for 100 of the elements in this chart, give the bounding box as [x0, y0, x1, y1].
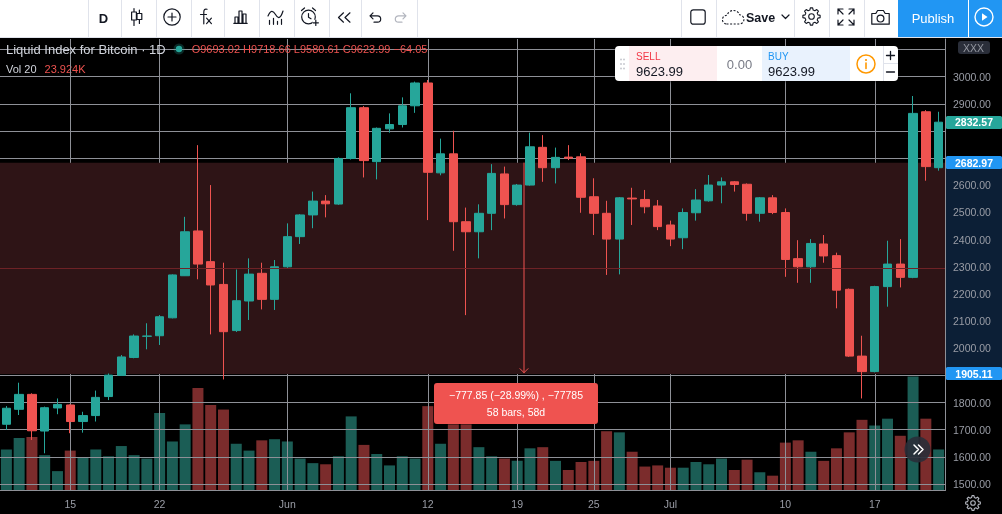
- candlestick: [104, 372, 113, 401]
- bar: [13, 438, 25, 491]
- bar: [371, 454, 383, 491]
- candlestick: [730, 180, 739, 193]
- candlestick: [372, 127, 381, 180]
- candlestick: [883, 240, 892, 308]
- y-tick-label: 1500.00: [953, 477, 992, 490]
- candlestick: [691, 188, 701, 222]
- annotation: 9623.99: [636, 63, 683, 78]
- bar: [320, 464, 332, 491]
- candlestick: [755, 196, 765, 223]
- bar: [243, 450, 255, 491]
- candlestick: [257, 262, 267, 310]
- bar: [409, 458, 421, 491]
- candlestick: [768, 194, 777, 215]
- bar: [115, 446, 127, 491]
- candlestick: [91, 390, 100, 423]
- candlestick: [653, 199, 662, 231]
- bar: [728, 469, 740, 491]
- bar: [716, 458, 728, 491]
- x-tick-label: Jun: [278, 498, 296, 510]
- candlestick: [168, 273, 177, 319]
- chart-title: Vol 20: [6, 63, 37, 75]
- candlestick: [155, 314, 164, 346]
- bar: [269, 439, 281, 491]
- candlestick: [781, 207, 790, 278]
- bar: [230, 443, 242, 491]
- bar: [166, 441, 178, 491]
- candlestick: [180, 216, 190, 277]
- candlestick: [423, 79, 433, 221]
- y-tick-label: 2400.00: [953, 233, 992, 246]
- annotation: SELL: [636, 51, 661, 62]
- candlestick: [487, 163, 496, 231]
- candlestick: [921, 109, 931, 182]
- bar: [460, 424, 472, 491]
- candlestick: [500, 166, 509, 219]
- bar: [562, 469, 574, 491]
- candlestick: [589, 177, 599, 236]
- text: 2682.97: [955, 156, 993, 169]
- bar: [498, 458, 510, 491]
- candlestick: [627, 187, 637, 226]
- bar: [358, 444, 370, 491]
- text: Publish: [911, 10, 955, 25]
- text: D: [98, 10, 109, 25]
- text: 1905.11: [955, 367, 993, 380]
- x-tick-label: 17: [868, 498, 881, 510]
- candlestick: [385, 112, 394, 134]
- annotation: 0.00: [726, 56, 753, 71]
- x-tick-label: 10: [779, 498, 792, 510]
- annotation: −777.85 (−28.99%) , −77785: [449, 388, 583, 401]
- bar: [741, 459, 753, 491]
- candlestick: [896, 238, 905, 288]
- candlestick: [232, 269, 241, 333]
- bar: [39, 455, 51, 491]
- candlestick: [398, 96, 407, 129]
- bar: [26, 436, 38, 491]
- bar: [830, 448, 842, 491]
- y-tick-label: 2900.00: [953, 97, 992, 110]
- bar: [435, 443, 447, 491]
- x-tick-label: Jul: [663, 498, 678, 510]
- y-tick-label: 1600.00: [953, 450, 992, 463]
- bar: [652, 465, 664, 491]
- bar: [345, 416, 357, 491]
- candlestick: [857, 335, 867, 399]
- candlestick: [2, 405, 11, 431]
- text: 2832.57: [955, 115, 993, 128]
- candlestick: [346, 92, 356, 161]
- bar: [0, 449, 12, 491]
- candlestick: [576, 152, 586, 214]
- annotation: BUY: [768, 51, 789, 62]
- candlestick: [359, 105, 369, 178]
- bar: [537, 447, 549, 491]
- y-tick-label: 2000.00: [953, 342, 992, 355]
- bar: [805, 451, 817, 491]
- bar: [217, 409, 229, 491]
- x-tick-label: 15: [64, 498, 77, 510]
- candlestick: [436, 138, 445, 176]
- bar: [447, 424, 459, 491]
- bar: [179, 424, 191, 491]
- bar: [550, 460, 561, 491]
- bar: [843, 432, 855, 491]
- bar: [792, 440, 804, 491]
- candlestick: [78, 411, 88, 434]
- candlestick: [410, 81, 420, 114]
- text: Save: [746, 10, 776, 25]
- x-tick-label: 19: [511, 498, 524, 510]
- candlestick: [14, 382, 24, 416]
- y-tick-label: 2600.00: [953, 179, 992, 192]
- candlestick: [564, 144, 573, 161]
- bar: [754, 472, 766, 491]
- candlestick: [206, 184, 215, 335]
- y-tick-label: 3000.00: [953, 70, 992, 83]
- y-tick-label: 2100.00: [953, 315, 992, 328]
- candlestick: [334, 156, 343, 206]
- candlestick: [244, 257, 254, 321]
- candlestick: [832, 252, 841, 309]
- candlestick: [538, 134, 547, 183]
- candlestick: [602, 200, 611, 276]
- bar: [703, 464, 715, 491]
- candlestick: [666, 220, 675, 247]
